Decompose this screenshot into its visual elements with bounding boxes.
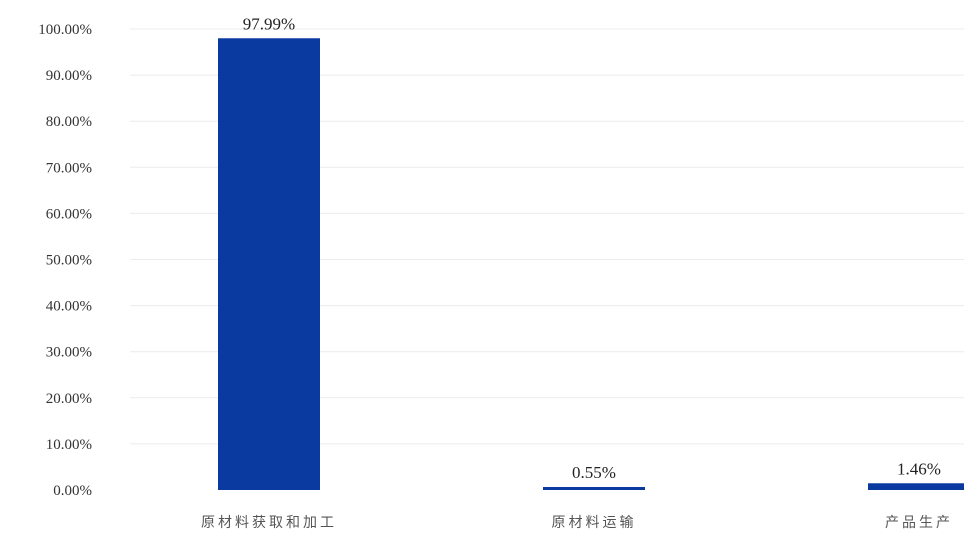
y-tick-label: 60.00% (46, 206, 92, 222)
y-tick-label: 100.00% (38, 22, 92, 38)
y-tick-label: 90.00% (46, 68, 92, 84)
y-tick-label: 0.00% (53, 483, 92, 499)
bar (868, 483, 964, 490)
y-tick-label: 10.00% (46, 437, 92, 453)
data-label: 97.99% (243, 14, 295, 33)
category-labels: 原材料获取和加工 原材料运输 产品生产 (201, 515, 953, 531)
y-tick-label: 20.00% (46, 391, 92, 407)
bars (218, 38, 964, 490)
category-label: 原材料运输 (552, 515, 637, 531)
category-label: 原材料获取和加工 (201, 515, 337, 531)
data-labels: 97.99% 0.55% 1.46% (243, 14, 941, 482)
data-label: 0.55% (572, 463, 616, 482)
y-tick-label: 40.00% (46, 299, 92, 315)
category-label: 产品生产 (885, 515, 953, 531)
bar (218, 38, 320, 490)
y-tick-label: 70.00% (46, 160, 92, 176)
y-tick-label: 80.00% (46, 114, 92, 130)
data-label: 1.46% (897, 459, 941, 478)
y-axis-tick-labels: 0.00% 10.00% 20.00% 30.00% 40.00% 50.00% 60.00… (38, 22, 92, 499)
y-tick-label: 50.00% (46, 253, 92, 269)
y-tick-label: 30.00% (46, 345, 92, 361)
bar (543, 487, 645, 490)
